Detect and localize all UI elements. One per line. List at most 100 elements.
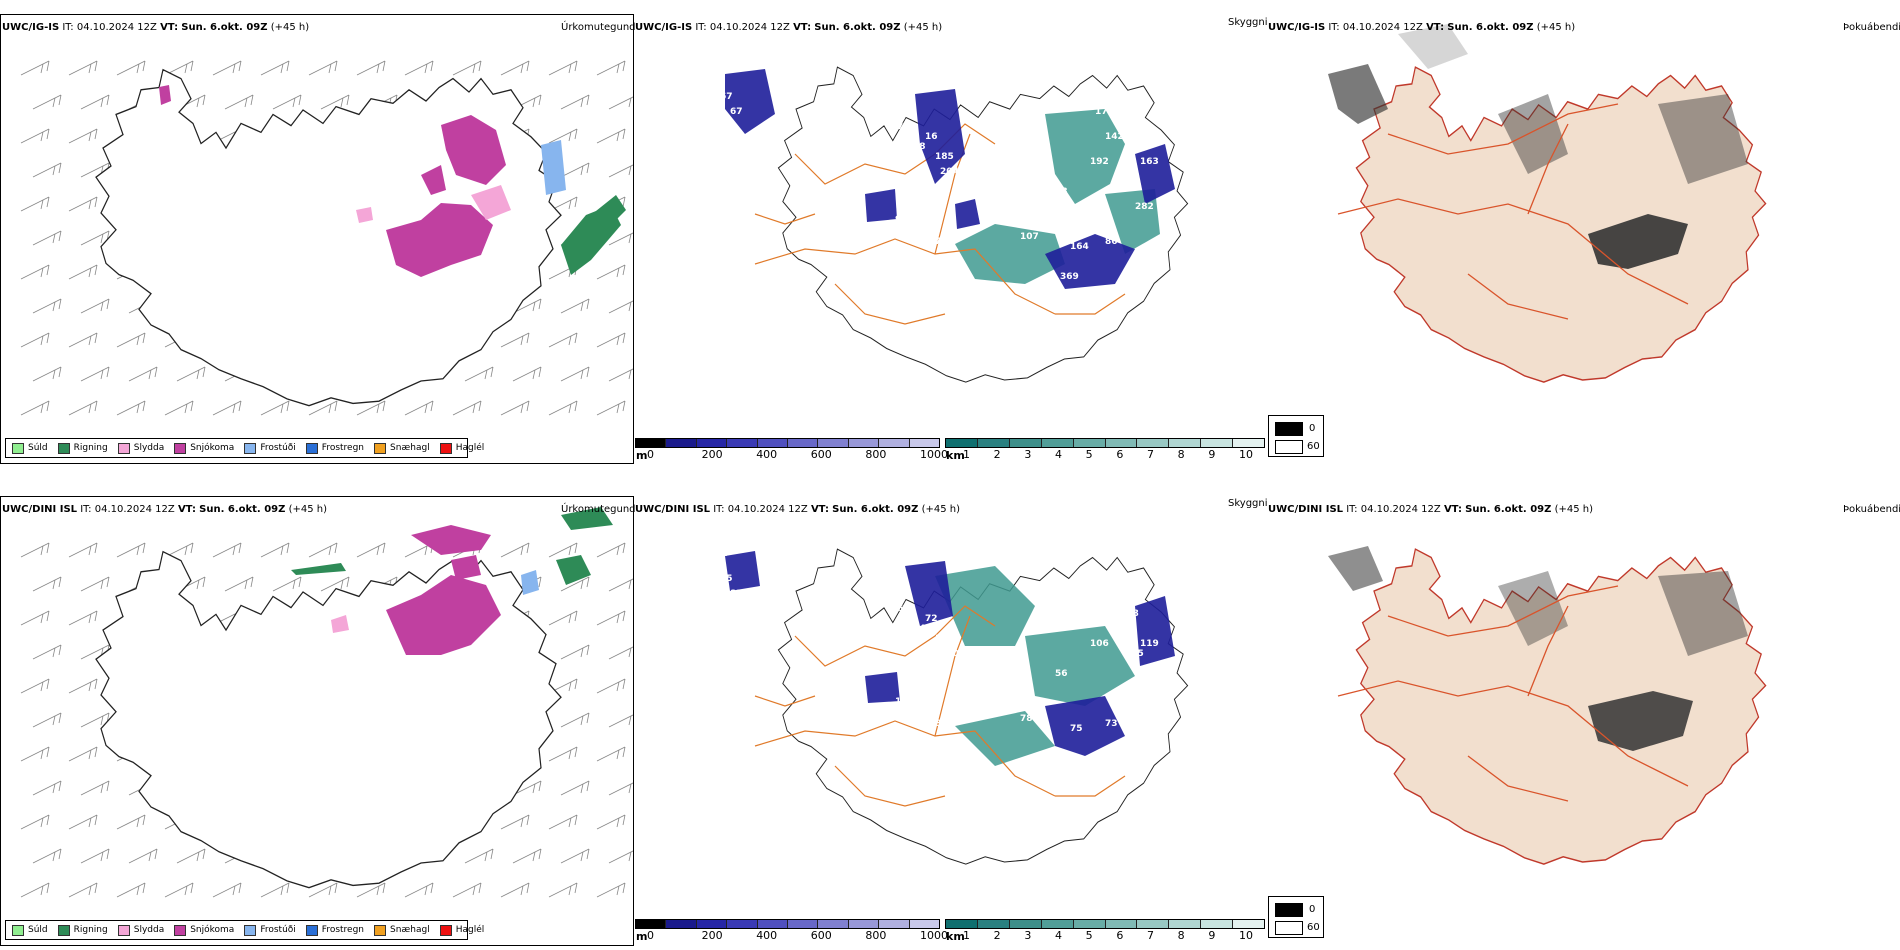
precip-type-map-svg-top xyxy=(20,60,633,416)
ceiling-value-label: 140 xyxy=(1095,589,1114,599)
precip-legend-item: Snjókoma xyxy=(174,442,234,454)
fog-legend-low: 0 xyxy=(1309,904,1316,915)
wind-barb xyxy=(260,882,290,898)
wind-barb xyxy=(176,848,206,864)
ceiling-value-label: 106 xyxy=(1090,639,1109,649)
visibility-colorbar xyxy=(945,438,1265,448)
header-top-middle: UWC/IG-IS IT: 04.10.2024 12Z VT: Sun. 6.… xyxy=(635,22,943,33)
fog-map-top xyxy=(1268,14,1900,464)
fog-area xyxy=(1498,571,1568,646)
road xyxy=(1527,605,1569,697)
colorbar-tick: 1000 xyxy=(920,929,948,942)
colorbar-tick: 9 xyxy=(1208,929,1216,942)
ceiling-value-label: 207 xyxy=(1105,614,1124,624)
legend-swatch xyxy=(12,924,24,936)
ceiling-visibility-map-top: 59 67 67 183 75 78 16 185 204 296 171 142 218 192 26 16… xyxy=(635,14,1267,464)
wind-barb xyxy=(308,60,338,76)
precip-legend-item: Slydda xyxy=(117,442,164,454)
colorbar-tick: 7 xyxy=(1147,448,1154,461)
precip-area xyxy=(521,570,539,595)
wind-barb xyxy=(32,94,62,110)
wind-barb xyxy=(128,848,158,864)
wind-barb xyxy=(212,400,242,416)
legend-label: Haglél xyxy=(455,925,485,935)
visibility-unit: km xyxy=(946,930,965,943)
precip-area xyxy=(331,615,349,633)
fog-legend: 0 60 xyxy=(1268,415,1324,457)
ceiling-area xyxy=(725,551,760,591)
ceiling-value-label: 82 xyxy=(730,589,743,599)
precip-area xyxy=(441,115,506,185)
visibility-areas xyxy=(955,109,1160,284)
wind-barb xyxy=(608,164,633,178)
wind-barb xyxy=(500,332,530,348)
wind-barb xyxy=(20,814,50,830)
ceiling-value-label: 63 xyxy=(897,604,910,614)
ceiling-value-label: 204 xyxy=(940,167,959,177)
colorbar-tick: 600 xyxy=(810,448,832,461)
road xyxy=(1467,273,1569,320)
wind-barb xyxy=(548,400,578,416)
ceiling-ticks: 0 200 400 600 800 1000 xyxy=(647,929,948,943)
colorbar-segment xyxy=(818,920,849,928)
colorbar-segment xyxy=(1169,439,1202,447)
colorbar-segment xyxy=(1041,920,1074,928)
road xyxy=(1055,775,1126,797)
wind-barb xyxy=(560,298,590,314)
ceiling-value-label: 165 xyxy=(895,697,914,707)
header-bottom-middle: UWC/DINI ISL IT: 04.10.2024 12Z VT: Sun.… xyxy=(635,504,960,515)
ceiling-value-label: 58 xyxy=(1135,684,1148,694)
panel-title-visibility: Skyggni xyxy=(1228,498,1268,509)
colorbar-tick: 600 xyxy=(810,929,832,942)
precip-area xyxy=(159,85,171,105)
colorbar-segment xyxy=(1073,439,1106,447)
wind-barb xyxy=(356,400,386,416)
colorbar-segment xyxy=(1233,920,1265,928)
precip-legend-item: Frostregn xyxy=(305,924,364,936)
header-top-right: UWC/IG-IS IT: 04.10.2024 12Z VT: Sun. 6.… xyxy=(1268,22,1576,33)
road xyxy=(1337,198,1689,305)
ceiling-value-label: 78 xyxy=(913,142,926,152)
wind-barb xyxy=(548,128,578,144)
legend-swatch xyxy=(174,442,187,454)
ceiling-value-label: 95 xyxy=(895,215,908,225)
ceiling-value-label: 296 xyxy=(1085,92,1104,102)
wind-barb xyxy=(512,848,542,864)
legend-swatch xyxy=(439,442,452,454)
visibility-colorbar xyxy=(945,919,1265,929)
fog-area xyxy=(1498,94,1568,174)
wind-barb xyxy=(164,400,194,416)
wind-barb xyxy=(68,882,98,898)
wind-barb xyxy=(404,60,434,76)
ceiling-value-label: 74 xyxy=(913,624,926,634)
colorbar-segment xyxy=(946,439,978,447)
ceiling-unit: m xyxy=(636,449,648,462)
fog-area xyxy=(1588,214,1688,269)
colorbar-segment xyxy=(1137,920,1170,928)
legend-label: Frostregn xyxy=(321,443,365,453)
wind-barb xyxy=(452,60,482,76)
colorbar-tick: 3 xyxy=(1024,929,1032,942)
wind-barb xyxy=(20,400,50,416)
wind-barb xyxy=(68,814,98,830)
visibility-area xyxy=(955,711,1055,766)
ceiling-areas xyxy=(725,551,1175,756)
colorbar-tick: 2 xyxy=(993,929,1001,942)
wind-barb xyxy=(272,94,302,110)
wind-barb xyxy=(176,366,206,382)
legend-swatch xyxy=(174,924,187,936)
ceiling-area xyxy=(955,199,980,229)
iceland-outline xyxy=(1355,548,1767,865)
colorbar-segment xyxy=(1041,439,1074,447)
ceiling-area xyxy=(915,89,965,184)
wind-barb xyxy=(80,848,110,864)
wind-barb xyxy=(80,576,110,592)
wind-barb xyxy=(608,646,633,660)
header-bottom-right: UWC/DINI ISL IT: 04.10.2024 12Z VT: Sun.… xyxy=(1268,504,1593,515)
road xyxy=(794,123,996,185)
colorbar-segment xyxy=(666,920,697,928)
fog-area xyxy=(1328,64,1388,124)
wind-barb xyxy=(80,366,110,382)
legend-label: Frostúði xyxy=(260,443,296,453)
